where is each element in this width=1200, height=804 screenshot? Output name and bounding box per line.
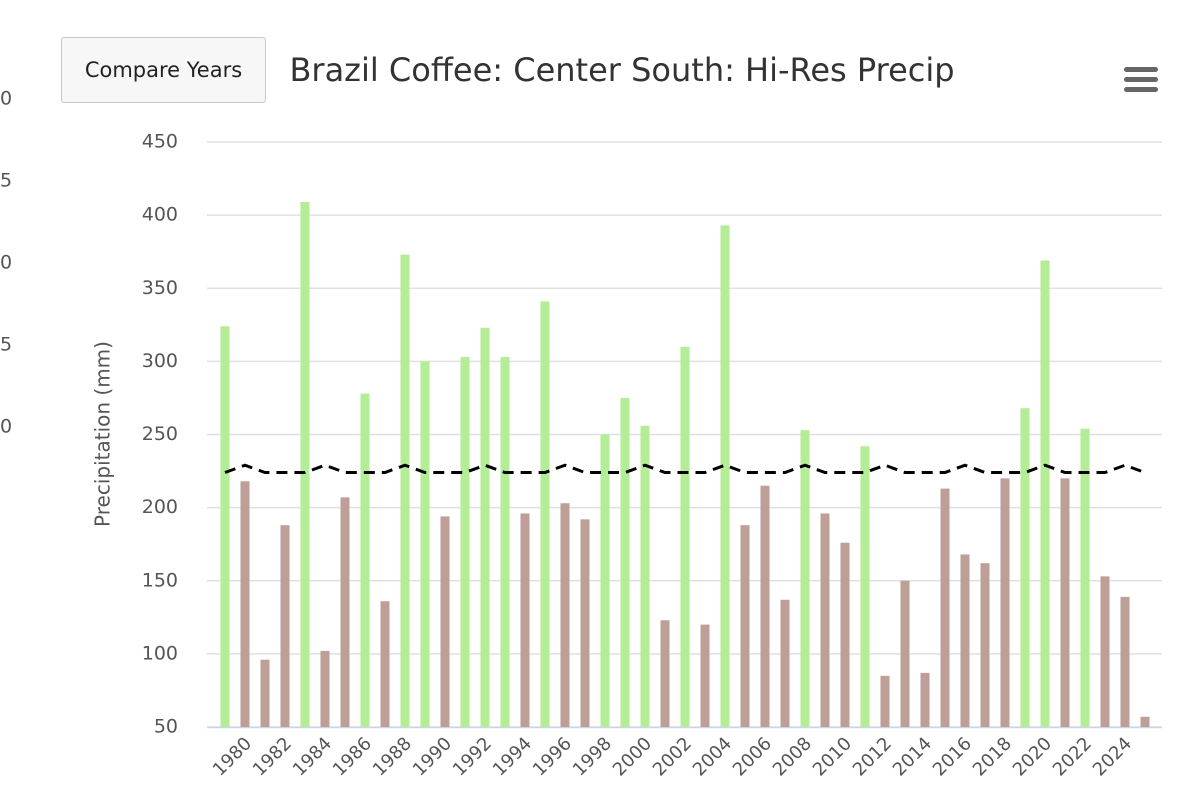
y-tick-label: 450 bbox=[142, 131, 178, 153]
bar bbox=[380, 601, 390, 727]
x-tick-label: 1994 bbox=[489, 733, 536, 780]
clipped-axis-label: 0 bbox=[0, 88, 12, 110]
x-tick-label: 2022 bbox=[1049, 733, 1096, 780]
y-tick-label: 50 bbox=[154, 716, 178, 738]
bar bbox=[580, 519, 590, 727]
bar bbox=[820, 513, 830, 727]
bar bbox=[600, 434, 610, 727]
bar bbox=[920, 672, 930, 727]
menu-bar bbox=[1124, 67, 1158, 72]
x-tick-label: 1988 bbox=[369, 733, 416, 780]
bar bbox=[400, 254, 410, 728]
x-tick-label: 1980 bbox=[209, 733, 256, 780]
bar bbox=[520, 513, 530, 727]
x-tick-label: 2000 bbox=[609, 733, 656, 780]
x-tick-label: 2002 bbox=[649, 733, 696, 780]
y-tick-label: 200 bbox=[142, 496, 178, 518]
clipped-axis-label: 0 bbox=[0, 252, 12, 274]
bar bbox=[440, 516, 450, 727]
bar bbox=[1100, 576, 1110, 727]
x-tick-label: 2004 bbox=[689, 733, 736, 780]
y-tick-label: 150 bbox=[142, 569, 178, 591]
x-tick-label: 1986 bbox=[329, 733, 376, 780]
bar bbox=[760, 485, 770, 727]
clipped-axis-label: 0 bbox=[0, 416, 12, 438]
bar bbox=[940, 488, 950, 727]
bar bbox=[1040, 260, 1050, 727]
bar bbox=[340, 497, 350, 727]
bar bbox=[240, 481, 250, 727]
bar bbox=[960, 554, 970, 727]
bar bbox=[1060, 478, 1070, 727]
bar bbox=[880, 675, 890, 727]
clipped-axis-label: 5 bbox=[0, 170, 12, 192]
bar bbox=[660, 620, 670, 727]
x-tick-label: 1982 bbox=[249, 733, 296, 780]
clipped-axis-label: 5 bbox=[0, 334, 12, 356]
x-tick-label: 2008 bbox=[769, 733, 816, 780]
bar bbox=[720, 225, 730, 728]
bar bbox=[260, 659, 270, 727]
bar bbox=[1020, 408, 1030, 727]
bar bbox=[540, 301, 550, 727]
bar bbox=[460, 356, 470, 727]
bar bbox=[280, 525, 290, 727]
bar bbox=[1140, 716, 1150, 727]
x-tick-label: 2012 bbox=[849, 733, 896, 780]
bar bbox=[480, 327, 490, 727]
bar bbox=[800, 430, 810, 727]
x-tick-label: 2020 bbox=[1009, 733, 1056, 780]
bar bbox=[420, 361, 430, 727]
bar bbox=[620, 397, 630, 727]
bar bbox=[980, 563, 990, 727]
x-tick-label: 1984 bbox=[289, 733, 336, 780]
bar bbox=[1000, 478, 1010, 727]
y-tick-label: 400 bbox=[142, 204, 178, 226]
x-tick-label: 2024 bbox=[1089, 733, 1136, 780]
bar bbox=[560, 503, 570, 727]
x-tick-label: 1990 bbox=[409, 733, 456, 780]
bar bbox=[840, 542, 850, 727]
y-axis-label: Precipitation (mm) bbox=[91, 341, 115, 527]
bar bbox=[320, 650, 330, 727]
x-tick-label: 1996 bbox=[529, 733, 576, 780]
y-tick-label: 350 bbox=[142, 277, 178, 299]
bar bbox=[640, 425, 650, 727]
x-tick-label: 2018 bbox=[969, 733, 1016, 780]
bar bbox=[680, 346, 690, 727]
bar bbox=[1120, 596, 1130, 727]
bar bbox=[300, 201, 310, 727]
x-tick-label: 2016 bbox=[929, 733, 976, 780]
x-tick-label: 2010 bbox=[809, 733, 856, 780]
bar bbox=[740, 525, 750, 727]
y-tick-label: 300 bbox=[142, 350, 178, 372]
bar bbox=[1080, 428, 1090, 727]
x-tick-label: 1992 bbox=[449, 733, 496, 780]
x-tick-label: 2014 bbox=[889, 733, 936, 780]
average-line bbox=[224, 463, 1146, 475]
menu-bar bbox=[1124, 77, 1158, 82]
bar bbox=[360, 393, 370, 727]
x-tick-label: 1998 bbox=[569, 733, 616, 780]
chart-title: Brazil Coffee: Center South: Hi-Res Prec… bbox=[289, 51, 954, 89]
y-tick-label: 100 bbox=[142, 642, 178, 664]
bar bbox=[860, 446, 870, 727]
x-tick-label: 2006 bbox=[729, 733, 776, 780]
bar bbox=[220, 326, 230, 727]
menu-icon[interactable] bbox=[1124, 67, 1158, 92]
bar bbox=[780, 599, 790, 727]
compare-years-button[interactable]: Compare Years bbox=[61, 37, 266, 103]
bar bbox=[500, 356, 510, 727]
bar bbox=[900, 580, 910, 727]
menu-bar bbox=[1124, 87, 1158, 92]
bar bbox=[700, 624, 710, 727]
y-tick-label: 250 bbox=[142, 423, 178, 445]
